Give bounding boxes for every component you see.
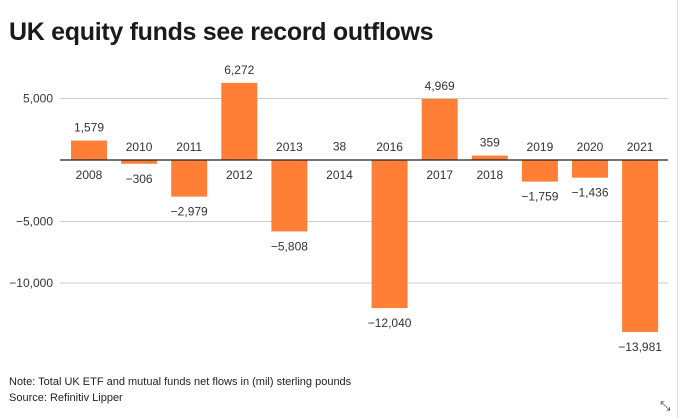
value-label: −13,981 — [618, 340, 662, 354]
x-tick-label: 2014 — [326, 168, 353, 182]
x-tick-label: 2017 — [426, 168, 453, 182]
right-border — [677, 0, 678, 418]
bar-2012 — [221, 82, 258, 160]
value-label: −306 — [126, 172, 153, 186]
x-tick-label: 2013 — [276, 140, 303, 154]
bar-2010 — [121, 160, 158, 164]
x-tick-label: 2011 — [176, 140, 202, 154]
bar-2013 — [271, 160, 308, 232]
x-tick-label: 2019 — [527, 140, 554, 154]
x-tick-label: 2020 — [577, 140, 604, 154]
value-label: −2,979 — [171, 205, 208, 219]
bar-2018 — [471, 155, 508, 160]
value-label: 359 — [480, 136, 500, 150]
bar-2020 — [572, 160, 608, 178]
y-tick-label: 5,000 — [23, 92, 53, 106]
value-label: 6,272 — [224, 63, 254, 77]
bar-2017 — [421, 98, 458, 160]
x-tick-label: 2021 — [627, 140, 654, 154]
value-label: −1,436 — [571, 186, 608, 200]
value-label: −1,759 — [521, 190, 558, 204]
chart-source: Source: Refinitiv Lipper — [9, 392, 123, 404]
chart-note: Note: Total UK ETF and mutual funds net … — [9, 376, 352, 388]
value-label: 4,969 — [425, 79, 455, 93]
x-tick-label: 2016 — [376, 140, 403, 154]
expand-icon[interactable]: ⤡ — [660, 398, 671, 413]
bar-2011 — [171, 160, 208, 197]
value-label: 1,579 — [74, 121, 104, 135]
x-tick-label: 2008 — [76, 168, 103, 182]
bar-2016 — [371, 160, 408, 309]
value-label: 38 — [333, 140, 347, 154]
x-tick-label: 2010 — [126, 140, 153, 154]
y-tick-label: −10,000 — [9, 276, 53, 290]
value-label: −12,040 — [368, 316, 412, 330]
bar-2019 — [521, 160, 558, 182]
x-tick-label: 2018 — [476, 168, 503, 182]
bar-2008 — [71, 140, 107, 160]
bar-2021 — [622, 160, 659, 332]
chart-title: UK equity funds see record outflows — [9, 18, 434, 46]
value-label: −5,808 — [271, 239, 308, 253]
y-tick-label: −5,000 — [16, 215, 53, 229]
x-tick-label: 2012 — [226, 168, 253, 182]
